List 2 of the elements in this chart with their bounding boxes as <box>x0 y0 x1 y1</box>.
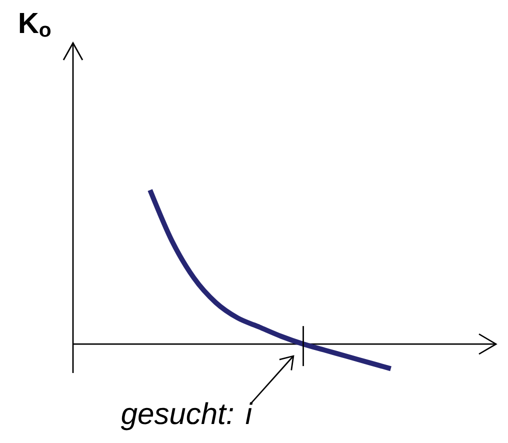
text: gesucht: i <box>120 402 253 430</box>
text: K$_{o}$ <box>20 13 51 37</box>
